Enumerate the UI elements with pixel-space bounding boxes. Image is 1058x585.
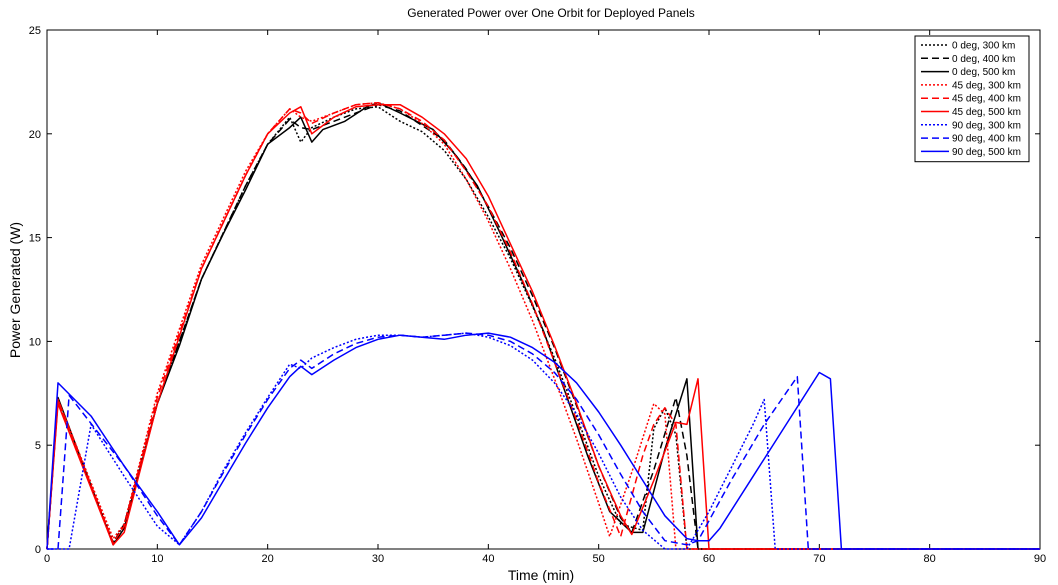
legend-label: 0 deg, 400 km — [952, 54, 1015, 65]
x-tick-label: 70 — [813, 553, 825, 565]
legend-label: 90 deg, 400 km — [952, 134, 1021, 145]
legend-label: 0 deg, 500 km — [952, 67, 1015, 78]
legend: 0 deg, 300 km 0 deg, 400 km 0 deg, 500 km 4… — [914, 35, 1030, 163]
y-tick-label: 0 — [35, 544, 41, 556]
x-tick-label: 20 — [262, 553, 274, 565]
series-line-2 — [46, 101, 1040, 550]
legend-label: 90 deg, 500 km — [952, 147, 1021, 158]
y-tick-label: 10 — [29, 336, 41, 348]
x-tick-label: 40 — [482, 553, 494, 565]
y-tick-label: 5 — [35, 440, 41, 452]
series-line-3 — [46, 101, 1040, 550]
y-tick-label: 15 — [29, 233, 41, 245]
legend-label: 90 deg, 300 km — [952, 120, 1021, 131]
y-axis-label: Power Generated (W) — [7, 222, 23, 358]
series-line-5 — [46, 103, 1040, 550]
series-line-8 — [46, 332, 1040, 550]
y-tick-label: 25 — [29, 25, 41, 37]
x-tick-label: 0 — [44, 553, 50, 565]
series-line-7 — [47, 332, 1040, 550]
series-line-4 — [46, 101, 1040, 550]
x-tick-label: 10 — [151, 553, 163, 565]
plot-area: 0 10 20 30 40 50 60 70 80 90 0 5 10 15 20 25 0 deg, 300 … — [29, 25, 1046, 565]
x-tick-label: 30 — [372, 553, 384, 565]
legend-label: 0 deg, 300 km — [952, 41, 1015, 52]
x-tick-label: 90 — [1034, 553, 1046, 565]
x-axis-label: Time (min) — [508, 567, 574, 583]
y-tick-label: 20 — [29, 129, 41, 141]
x-tick-label: 60 — [703, 553, 715, 565]
x-tick-label: 50 — [593, 553, 605, 565]
chart-title: Generated Power over One Orbit for Deplo… — [407, 6, 694, 20]
legend-label: 45 deg, 300 km — [952, 80, 1021, 91]
plot-frame — [46, 29, 1041, 550]
x-tick-label: 80 — [924, 553, 936, 565]
legend-label: 45 deg, 400 km — [952, 94, 1021, 105]
legend-label: 45 deg, 500 km — [952, 107, 1021, 118]
